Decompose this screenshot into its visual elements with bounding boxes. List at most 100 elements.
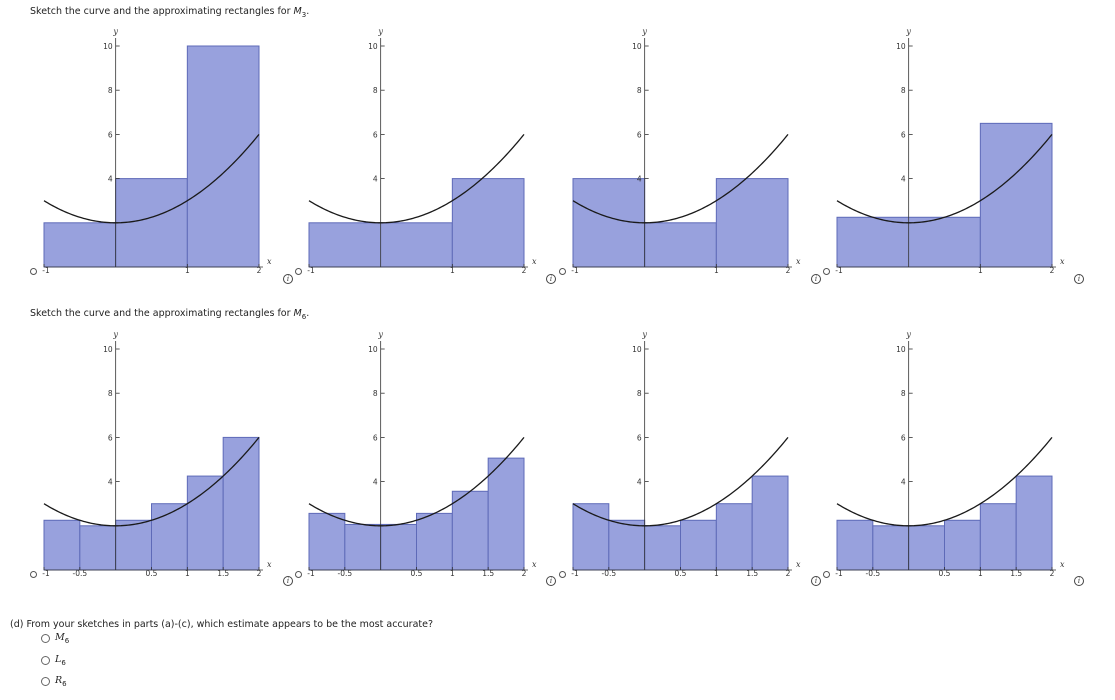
y-axis-label: y [377, 27, 383, 36]
x-tick-label: 2 [1050, 569, 1055, 578]
y-tick-label: 10 [368, 345, 378, 354]
option-var: L [55, 653, 62, 665]
x-axis-label: x [267, 560, 272, 569]
answer-option-l6[interactable]: L6 [41, 654, 66, 666]
y-tick-label: 4 [373, 175, 378, 184]
graph-m3-option-2: 4 6 8 10 -1 1 2 x y [295, 22, 553, 275]
approx-rectangle [979, 503, 1017, 571]
info-icon[interactable]: i [283, 274, 293, 284]
radio-button[interactable] [41, 655, 50, 665]
y-tick-label: 6 [373, 130, 378, 139]
x-tick-label: 1 [185, 569, 190, 578]
x-axis-label: x [532, 257, 537, 266]
approx-rectangle [487, 457, 525, 571]
radio-graph-m3-1[interactable] [30, 268, 37, 275]
x-axis-label: x [796, 560, 801, 569]
info-icon[interactable]: i [546, 274, 556, 284]
function-curve [572, 436, 789, 527]
x-tick-label: 0.5 [411, 569, 423, 578]
option-label: R6 [55, 675, 67, 688]
option-var: M [55, 631, 65, 643]
x-tick-label: -1 [571, 266, 579, 275]
y-tick-label: 6 [108, 130, 113, 139]
x-tick-label: -1 [835, 266, 843, 275]
x-tick-label: 1 [978, 266, 983, 275]
info-icon[interactable]: i [546, 576, 556, 586]
radio-button[interactable] [41, 633, 50, 643]
x-tick-label: 2 [786, 266, 791, 275]
info-icon[interactable]: i [1074, 576, 1084, 586]
radio-graph-m6-2[interactable] [295, 571, 302, 578]
answer-option-r6[interactable]: R6 [41, 675, 67, 687]
function-curve [836, 133, 1053, 224]
heading-sub: 6 [301, 312, 307, 321]
y-tick-label: 8 [637, 86, 642, 95]
approx-rectangle [715, 178, 789, 268]
graph-m3-option-3: 4 6 8 10 -1 1 2 x y [559, 22, 817, 275]
y-tick-label: 6 [637, 130, 642, 139]
x-tick-label: 1.5 [217, 569, 229, 578]
graph-m6-option-3: 4 6 8 10 -1 -0.5 0.5 1 1.5 2 x y [559, 325, 817, 578]
graph-svg: 4 6 8 10 -1 -0.5 0.5 1 1.5 2x y [307, 330, 537, 578]
y-tick-label: 6 [637, 433, 642, 442]
y-tick-label: 6 [901, 433, 906, 442]
y-tick-label: 10 [896, 42, 906, 51]
radio-graph-m3-3[interactable] [559, 268, 566, 275]
info-icon[interactable]: i [811, 274, 821, 284]
x-tick-label: 1 [978, 569, 983, 578]
approx-rectangle [380, 523, 417, 571]
x-tick-label: 0.5 [146, 569, 158, 578]
approx-rectangle [43, 519, 81, 571]
y-tick-label: 4 [637, 175, 642, 184]
x-tick-label: -0.5 [338, 569, 353, 578]
function-curve [308, 133, 525, 224]
radio-graph-m3-2[interactable] [295, 268, 302, 275]
y-tick-label: 8 [108, 86, 113, 95]
radio-graph-m6-1[interactable] [30, 571, 37, 578]
y-tick-label: 8 [373, 389, 378, 398]
x-tick-label: 2 [786, 569, 791, 578]
x-tick-label: -1 [307, 569, 315, 578]
approx-rectangle [944, 519, 981, 571]
x-tick-label: 2 [1050, 266, 1055, 275]
approx-rectangle [644, 525, 681, 571]
radio-button[interactable] [41, 676, 50, 686]
y-tick-label: 8 [637, 389, 642, 398]
approx-rectangle [186, 45, 260, 268]
x-tick-label: -0.5 [602, 569, 617, 578]
approx-rectangle [1015, 475, 1053, 571]
x-tick-label: 2 [522, 569, 527, 578]
y-tick-label: 8 [373, 86, 378, 95]
radio-graph-m6-3[interactable] [559, 571, 566, 578]
graph-m3-option-4: 4 6 8 10 -1 1 2 x y [823, 22, 1081, 275]
answer-option-m6[interactable]: M6 [41, 632, 69, 644]
info-icon[interactable]: i [811, 576, 821, 586]
x-axis-label: x [796, 257, 801, 266]
graph-svg: 4 6 8 10 -1 1 2x y [42, 27, 272, 275]
graph-svg: 4 6 8 10 -1 1 2x y [835, 27, 1065, 275]
approx-rectangle [608, 519, 646, 571]
y-axis-label: y [905, 330, 911, 339]
approx-rectangle [416, 512, 453, 571]
info-icon[interactable]: i [1074, 274, 1084, 284]
y-tick-label: 8 [108, 389, 113, 398]
radio-graph-m6-4[interactable] [823, 571, 830, 578]
radio-graph-m3-4[interactable] [823, 268, 830, 275]
option-label: L6 [55, 654, 66, 667]
x-tick-label: 1.5 [1010, 569, 1022, 578]
graph-svg: 4 6 8 10 -1 -0.5 0.5 1 1.5 2x y [42, 330, 272, 578]
approx-rectangle [151, 503, 188, 571]
y-axis-label: y [112, 27, 118, 36]
approx-rectangle [308, 512, 346, 571]
function-curve [836, 436, 1053, 527]
approx-rectangle [751, 475, 789, 571]
x-tick-label: -1 [571, 569, 579, 578]
heading-sub: 3 [301, 10, 307, 19]
info-icon[interactable]: i [283, 576, 293, 586]
part-c-heading: Sketch the curve and the approximating r… [30, 308, 309, 321]
question-d-text: (d) From your sketches in parts (a)-(c),… [10, 619, 434, 630]
x-tick-label: 1.5 [746, 569, 758, 578]
x-tick-label: 2 [257, 266, 262, 275]
y-tick-label: 8 [901, 86, 906, 95]
x-axis-label: x [1060, 560, 1065, 569]
